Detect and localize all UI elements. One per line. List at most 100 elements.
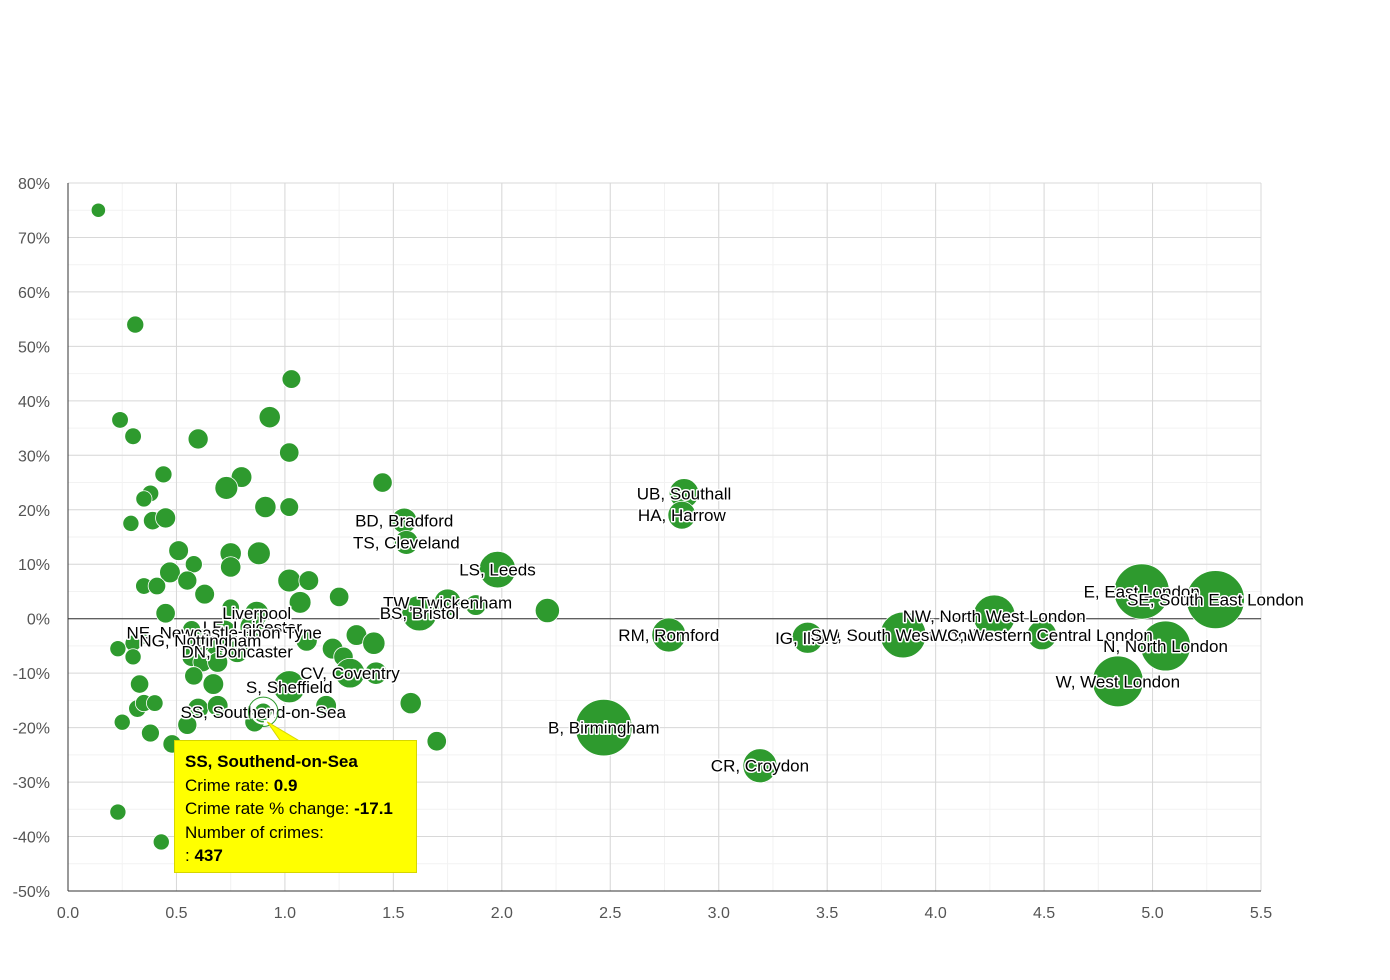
bubble[interactable] <box>298 570 320 591</box>
y-tick-label: -20% <box>13 721 50 738</box>
bubble[interactable] <box>258 406 281 429</box>
point-label: BS, Bristol <box>380 604 459 623</box>
bubble[interactable] <box>159 561 181 584</box>
point-label: B, Birmingham <box>548 719 659 738</box>
x-tick-label: 4.0 <box>925 905 947 922</box>
tooltip-count-label: Number of crimes: <box>185 822 324 842</box>
bubble[interactable] <box>168 540 189 561</box>
bubble[interactable] <box>399 692 422 715</box>
y-tick-label: 30% <box>18 448 50 465</box>
bubble[interactable] <box>135 490 153 508</box>
bubble[interactable] <box>254 495 277 519</box>
bubble[interactable] <box>206 695 229 717</box>
bubble[interactable] <box>109 803 127 821</box>
bubble[interactable] <box>152 833 170 851</box>
bubble[interactable] <box>534 597 560 624</box>
bubble-labeled[interactable] <box>1113 563 1170 620</box>
bubble[interactable] <box>111 411 129 429</box>
bubble[interactable] <box>362 631 386 655</box>
bubble-labeled[interactable] <box>972 594 1016 638</box>
bubble-labeled[interactable] <box>478 551 517 589</box>
point-label: LS, Leeds <box>459 561 536 580</box>
highlight-ring <box>250 699 276 725</box>
bubble[interactable] <box>155 507 177 529</box>
y-tick-label: -10% <box>13 666 50 683</box>
bubble[interactable] <box>207 651 229 673</box>
bubble-labeled[interactable] <box>1026 619 1058 651</box>
bubble-labeled[interactable] <box>211 619 237 645</box>
point-label: LE, Leicester <box>203 618 303 637</box>
bubble[interactable] <box>315 695 337 717</box>
bubble[interactable] <box>155 603 176 624</box>
bubble-labeled[interactable] <box>334 657 366 689</box>
bubble[interactable] <box>146 694 164 712</box>
point-label: CV, Coventry <box>300 664 400 683</box>
bubble-labeled[interactable] <box>651 617 687 653</box>
bubble[interactable] <box>465 594 487 616</box>
bubble[interactable] <box>113 713 131 731</box>
bubble-labeled[interactable] <box>575 698 633 757</box>
bubble[interactable] <box>426 731 447 752</box>
bubble[interactable] <box>329 586 350 608</box>
bubble-labeled[interactable] <box>188 628 213 653</box>
tooltip-pointer <box>266 721 304 743</box>
tooltip: SS, Southend-on-Sea Crime rate: 0.9 Crim… <box>174 740 417 873</box>
bubble[interactable] <box>288 591 312 614</box>
bubble[interactable] <box>124 648 142 666</box>
x-tick-label: 2.5 <box>599 905 621 922</box>
bubble-labeled[interactable] <box>272 670 306 704</box>
bubble-labeled[interactable] <box>394 530 419 555</box>
bubble[interactable] <box>194 583 215 605</box>
bubble-labeled[interactable] <box>879 611 927 659</box>
bubble[interactable] <box>214 476 239 500</box>
bubble-labeled[interactable] <box>742 748 778 784</box>
bubble[interactable] <box>147 576 167 596</box>
bubble[interactable] <box>279 497 300 517</box>
bubble[interactable] <box>184 666 204 686</box>
bubble-labeled[interactable] <box>433 588 462 617</box>
bubble[interactable] <box>187 428 209 450</box>
point-label: NE, Newcastle upon Tyne <box>127 623 322 642</box>
point-label: NG, Nottingham <box>139 631 261 650</box>
y-tick-label: 20% <box>18 503 50 520</box>
bubble[interactable] <box>279 442 300 463</box>
bubble-labeled[interactable] <box>791 621 824 654</box>
y-tick-label: 70% <box>18 230 50 247</box>
y-tick-label: -50% <box>13 884 50 901</box>
bubble[interactable] <box>126 315 145 334</box>
y-tick-label: 40% <box>18 394 50 411</box>
x-tick-label: 2.0 <box>491 905 513 922</box>
bubble-labeled[interactable] <box>1092 655 1144 708</box>
bubble-labeled[interactable] <box>1186 570 1245 630</box>
bubble[interactable] <box>277 568 302 593</box>
bubble[interactable] <box>122 514 140 532</box>
bubble[interactable] <box>281 369 302 389</box>
bubble[interactable] <box>220 556 242 578</box>
bubble[interactable] <box>247 541 271 566</box>
bubble[interactable] <box>109 640 127 658</box>
tooltip-change-label: Crime rate % change: <box>185 799 355 818</box>
bubble[interactable] <box>184 555 203 574</box>
tooltip-rate-value: 0.9 <box>273 775 298 795</box>
bubble[interactable] <box>372 472 393 493</box>
bubble[interactable] <box>154 465 173 484</box>
bubble[interactable] <box>221 598 240 617</box>
bubble[interactable] <box>90 202 106 218</box>
bubble-labeled[interactable] <box>254 702 273 721</box>
bubble[interactable] <box>295 629 318 652</box>
bubble-labeled[interactable] <box>401 595 438 632</box>
tooltip-change-value: -17.1 <box>354 799 393 818</box>
bubble-labeled[interactable] <box>239 614 266 640</box>
bubble[interactable] <box>124 427 142 445</box>
point-label: SE, South East London <box>1127 591 1304 610</box>
y-tick-label: -30% <box>13 775 50 792</box>
bubble[interactable] <box>202 673 225 695</box>
bubble[interactable] <box>141 723 160 743</box>
bubble-labeled[interactable] <box>1140 620 1191 672</box>
bubble[interactable] <box>177 570 198 591</box>
bubble[interactable] <box>177 714 198 735</box>
bubble-labeled[interactable] <box>225 639 249 663</box>
bubble[interactable] <box>129 674 150 694</box>
bubble-labeled[interactable] <box>667 500 697 530</box>
